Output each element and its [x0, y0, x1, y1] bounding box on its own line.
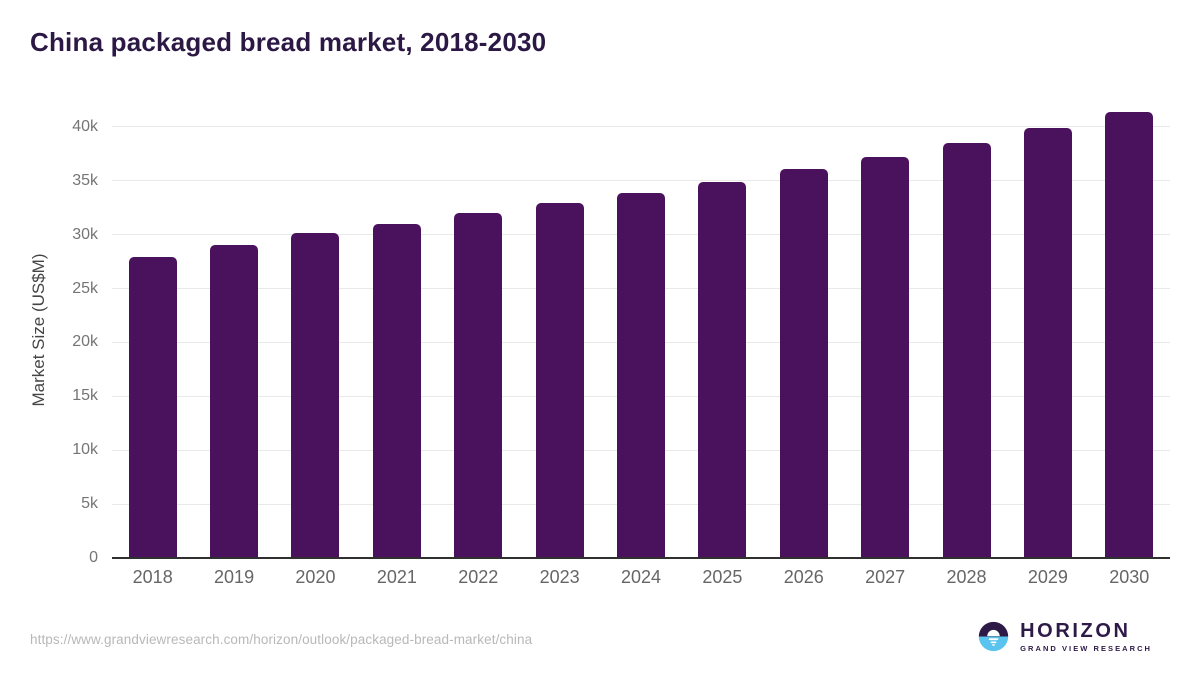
bar-2029[interactable]: [1023, 128, 1072, 558]
y-tick-label-5k: 5k: [81, 495, 98, 513]
x-axis-label-2018: 2018: [132, 567, 173, 587]
x-axis-label-2021: 2021: [376, 567, 417, 587]
y-tick-label-25k: 25k: [72, 279, 98, 297]
y-tick-label-35k: 35k: [72, 171, 98, 189]
horizon-logo: HORIZON GRAND VIEW RESEARCH: [977, 620, 1152, 653]
y-axis-title: Market Size (US$M): [29, 253, 48, 407]
y-tick-label-30k: 30k: [72, 225, 98, 243]
x-axis-line: [112, 557, 1170, 559]
x-axis-label-2028: 2028: [946, 567, 987, 587]
bar-2018[interactable]: [128, 257, 177, 558]
x-axis-label-2020: 2020: [295, 567, 336, 587]
logo-subtitle: GRAND VIEW RESEARCH: [1020, 643, 1152, 653]
bar-2022[interactable]: [454, 213, 503, 558]
x-axis-label-2027: 2027: [865, 567, 906, 587]
logo-text: HORIZON GRAND VIEW RESEARCH: [1020, 621, 1152, 653]
x-axis-label-2023: 2023: [539, 567, 580, 587]
x-axis-label-2030: 2030: [1109, 567, 1150, 587]
x-axis-label-2022: 2022: [458, 567, 499, 587]
source-url: https://www.grandviewresearch.com/horizo…: [30, 632, 533, 647]
x-axis-label-2029: 2029: [1027, 567, 1068, 587]
x-axis-labels: 2018 2019 2020 2021 2022 2023 2024 2025 2026 2027…: [112, 567, 1170, 591]
gridline-40k: [112, 126, 1170, 128]
bar-2023[interactable]: [535, 203, 584, 558]
bar-2021[interactable]: [372, 223, 421, 558]
x-axis-label-2025: 2025: [702, 567, 743, 587]
bar-2025[interactable]: [698, 181, 747, 558]
bar-2030[interactable]: [1105, 111, 1154, 558]
y-axis: 0 5k 10k 15k 20k 25k 30k 35k 40k: [0, 100, 98, 566]
bar-2027[interactable]: [861, 157, 910, 558]
bar-2024[interactable]: [617, 192, 665, 558]
y-tick-label-10k: 10k: [72, 441, 98, 459]
y-tick-label-0: 0: [89, 549, 98, 566]
bar-2028[interactable]: [942, 143, 991, 558]
bar-2019[interactable]: [210, 245, 259, 558]
y-tick-label-20k: 20k: [72, 333, 98, 351]
y-tick-label-15k: 15k: [72, 387, 98, 405]
x-axis-label-2024: 2024: [620, 567, 662, 587]
plot-area: [112, 100, 1170, 558]
y-tick-label-40k: 40k: [72, 117, 98, 135]
logo-name: HORIZON: [1020, 619, 1131, 642]
gridline-35k: [112, 180, 1170, 182]
x-axis-label-2026: 2026: [783, 567, 824, 587]
x-axis-label-2019: 2019: [214, 567, 255, 587]
bar-2026[interactable]: [779, 168, 828, 558]
page-title: China packaged bread market, 2018-2030: [30, 27, 547, 57]
bar-2020[interactable]: [291, 232, 340, 558]
sunrise-horizon-icon: [978, 621, 1009, 652]
